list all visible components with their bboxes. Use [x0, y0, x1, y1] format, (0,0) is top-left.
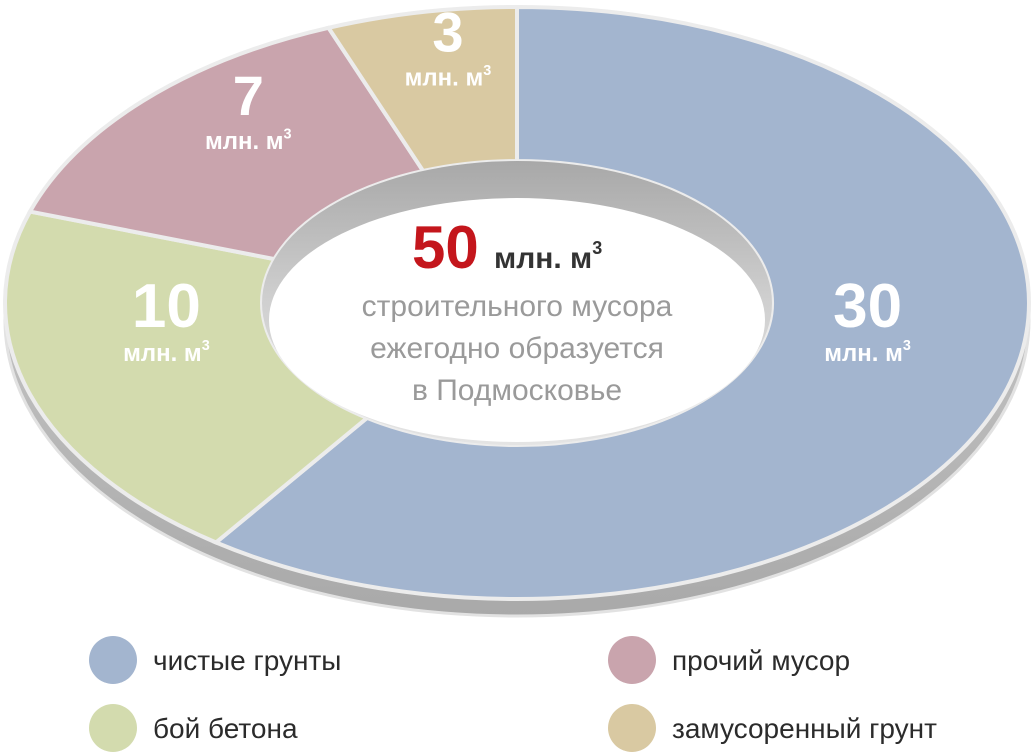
unit-label: млн. м3: [123, 338, 210, 367]
legend-label: прочий мусор: [672, 645, 850, 676]
description-line: ежегодно образуется: [370, 332, 664, 365]
total-unit: млн. м3: [494, 238, 602, 275]
value-label: 3: [432, 1, 463, 64]
legend-label: чистые грунты: [153, 645, 341, 676]
unit-text: млн. м: [123, 340, 202, 367]
donut-hole: [269, 198, 765, 442]
legend-swatch: [608, 636, 656, 684]
legend-swatch: [89, 636, 137, 684]
unit-power: 3: [284, 126, 292, 142]
total-value: 50: [412, 214, 479, 281]
value-label: 30: [833, 272, 902, 341]
legend-label: бой бетона: [153, 713, 298, 744]
unit-text: млн. м: [205, 128, 284, 155]
unit-power: 3: [592, 238, 602, 258]
value-label: 10: [132, 272, 201, 341]
unit-label: млн. м3: [824, 338, 911, 367]
unit-label: млн. м3: [205, 126, 292, 155]
unit-power: 3: [483, 63, 491, 79]
unit-text: млн. м: [494, 242, 592, 275]
unit-text: млн. м: [405, 65, 484, 92]
value-label: 7: [233, 64, 264, 127]
unit-label: млн. м3: [405, 63, 492, 92]
description-line: строительного мусора: [362, 290, 673, 323]
unit-text: млн. м: [824, 340, 903, 367]
unit-power: 3: [903, 338, 911, 354]
legend-swatch: [608, 704, 656, 752]
unit-power: 3: [202, 338, 210, 354]
legend-label: замусоренный грунт: [672, 713, 937, 744]
description-line: в Подмосковье: [412, 374, 622, 407]
legend-swatch: [89, 704, 137, 752]
